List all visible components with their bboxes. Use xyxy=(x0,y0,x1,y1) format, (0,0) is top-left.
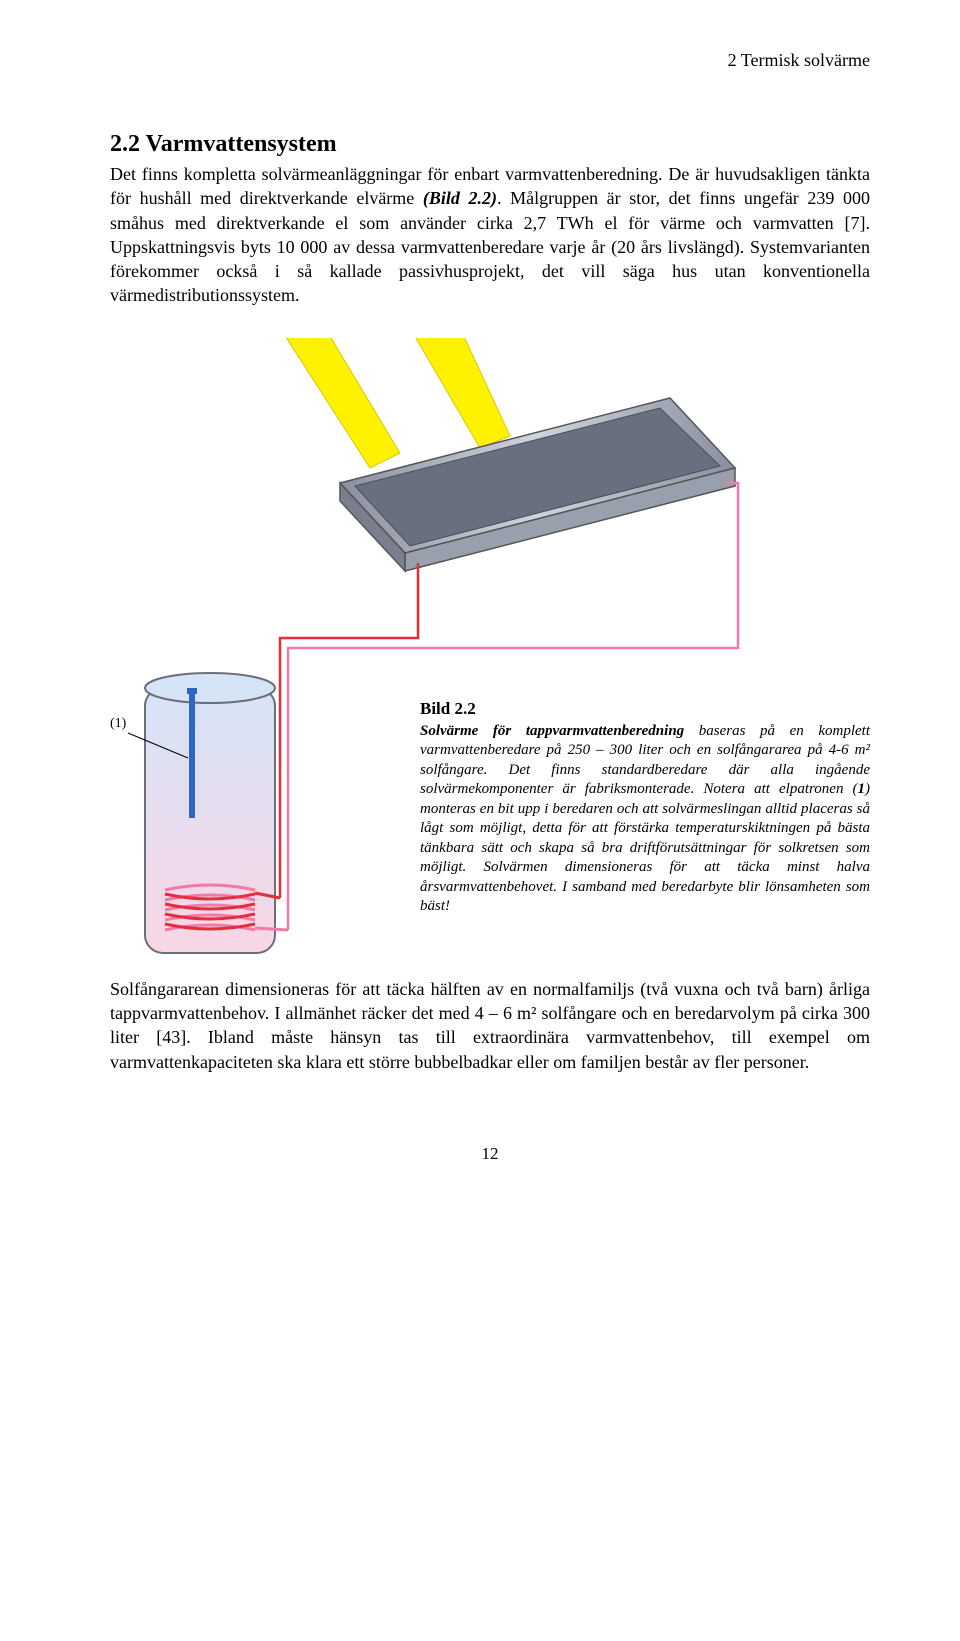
water-tank-icon xyxy=(145,673,275,953)
paragraph-1: Det finns kompletta solvärmeanläggningar… xyxy=(110,162,870,308)
figure-2-2: (1) Bild 2.2 Solvärme för tappvarmvatten… xyxy=(110,338,870,917)
caption-one: 1 xyxy=(858,781,866,797)
paragraph-2: Solfångararean dimensioneras för att täc… xyxy=(110,977,870,1074)
solar-collector-icon xyxy=(340,398,735,571)
page-number: 12 xyxy=(110,1144,870,1164)
caption-body-b: ) monteras en bit upp i beredaren och at… xyxy=(420,781,870,914)
section-title: 2.2 Varmvattensystem xyxy=(110,131,870,158)
caption-title: Bild 2.2 xyxy=(420,698,870,720)
annotation-1-label: (1) xyxy=(110,716,126,732)
caption-lead: Solvärme för tappvarmvattenberedning xyxy=(420,723,684,739)
chapter-header: 2 Termisk solvärme xyxy=(110,50,870,71)
para1-bild-ref: (Bild 2.2) xyxy=(423,188,497,208)
